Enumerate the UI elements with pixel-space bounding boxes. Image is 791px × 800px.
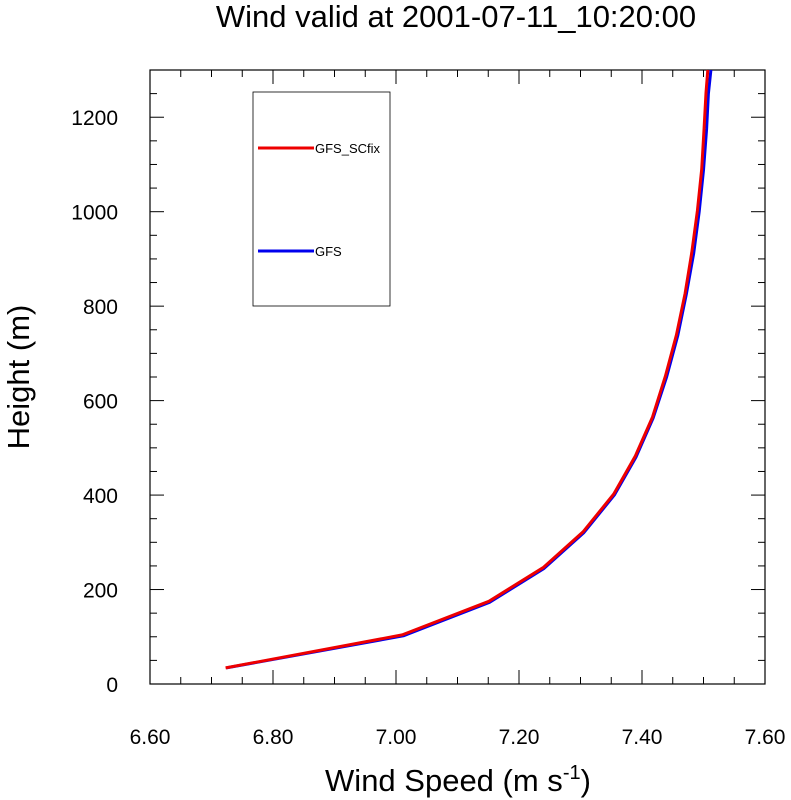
y-tick-label: 200 bbox=[83, 580, 118, 603]
y-tick-labels: 0 200 400 600 800 1000 1200 bbox=[71, 107, 118, 697]
legend-box bbox=[252, 91, 391, 307]
y-tick-label: 800 bbox=[83, 296, 118, 319]
x-tick-label: 7.40 bbox=[622, 726, 663, 749]
x-axis-label-main: Wind Speed (m s bbox=[325, 763, 563, 798]
x-tick-labels: 6.60 6.80 7.00 7.20 7.40 7.60 bbox=[130, 726, 786, 749]
y-tick-label: 1200 bbox=[71, 107, 118, 130]
x-tick-label: 6.60 bbox=[130, 726, 171, 749]
x-axis-label-suffix: ) bbox=[581, 763, 591, 798]
x-tick-label: 7.00 bbox=[376, 726, 417, 749]
y-tick-label: 600 bbox=[83, 391, 118, 414]
chart-title: Wind valid at 2001-07-11_10:20:00 bbox=[216, 0, 696, 34]
y-tick-label: 1000 bbox=[71, 202, 118, 225]
x-tick-label: 7.60 bbox=[745, 726, 786, 749]
legend: GFS_SCfix GFS bbox=[252, 91, 391, 307]
plot-area bbox=[149, 69, 766, 685]
legend-label-gfs-scfix: GFS_SCfix bbox=[315, 141, 381, 156]
legend-label-gfs: GFS bbox=[315, 244, 342, 259]
y-tick-label: 400 bbox=[83, 485, 118, 508]
x-axis-label: Wind Speed (m s-1) bbox=[325, 762, 591, 798]
x-tick-label: 6.80 bbox=[253, 726, 294, 749]
axis-ticks bbox=[149, 69, 766, 685]
x-tick-label: 7.20 bbox=[499, 726, 540, 749]
y-axis-label: Height (m) bbox=[1, 305, 36, 450]
plot-frame bbox=[149, 69, 766, 685]
y-tick-label: 0 bbox=[106, 674, 118, 697]
series-lines bbox=[225, 69, 713, 670]
series-line-gfs-scfix bbox=[225, 69, 710, 670]
x-axis-label-superscript: -1 bbox=[563, 762, 581, 784]
